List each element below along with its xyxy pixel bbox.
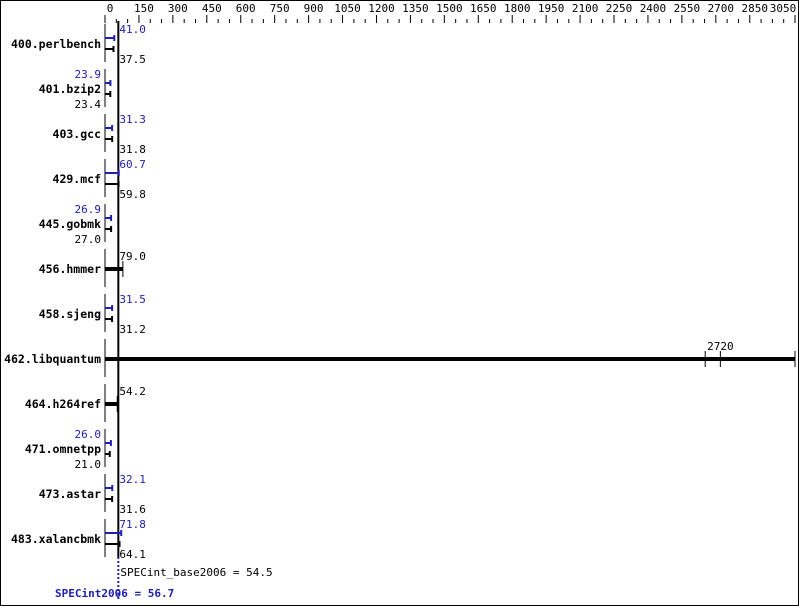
benchmark-label: 403.gcc	[53, 127, 101, 141]
peak-value-label: 71.8	[119, 518, 145, 531]
benchmark-label: 462.libquantum	[4, 352, 101, 366]
base-bar	[105, 402, 118, 406]
peak-value-label: 31.5	[119, 293, 145, 306]
x-tick-label: 1650	[470, 2, 497, 15]
benchmark-label: 473.astar	[39, 487, 101, 501]
peak-value-label: 32.1	[119, 473, 145, 486]
x-tick-label: 1050	[334, 2, 361, 15]
base-value-label: 59.8	[119, 188, 145, 201]
x-tick-label: 750	[270, 2, 290, 15]
x-tick-label: 600	[236, 2, 256, 15]
x-tick-label: 300	[168, 2, 188, 15]
base-value-label: 64.1	[119, 548, 145, 561]
base-value-label: 2720	[707, 340, 734, 353]
base-value-label: 37.5	[119, 53, 145, 66]
x-tick-label: 900	[304, 2, 324, 15]
x-tick-label: 1950	[538, 2, 565, 15]
x-tick-label: 1800	[504, 2, 531, 15]
base-summary-label: SPECint_base2006 = 54.5	[120, 566, 272, 579]
x-tick-label: 150	[134, 2, 154, 15]
base-value-label: 31.6	[119, 503, 145, 516]
benchmark-label: 400.perlbench	[11, 37, 101, 51]
x-tick-label: 2100	[572, 2, 599, 15]
benchmark-label: 445.gobmk	[39, 217, 101, 231]
peak-value-label: 41.0	[119, 23, 145, 36]
x-tick-label: 0	[107, 2, 114, 15]
benchmark-label: 401.bzip2	[39, 82, 101, 96]
x-tick-label: 2550	[674, 2, 701, 15]
base-value-label: 23.4	[75, 98, 102, 111]
x-tick-label: 1200	[368, 2, 395, 15]
peak-value-label: 31.3	[119, 113, 145, 126]
x-tick-label: 1350	[402, 2, 429, 15]
x-tick-label: 2400	[640, 2, 667, 15]
benchmark-label: 471.omnetpp	[25, 442, 101, 456]
base-value-label: 79.0	[119, 250, 145, 263]
x-tick-label: 1500	[436, 2, 463, 15]
base-value-label: 27.0	[75, 233, 102, 246]
peak-value-label: 26.0	[75, 428, 102, 441]
base-value-label: 31.8	[119, 143, 145, 156]
base-value-label: 54.2	[119, 385, 145, 398]
x-tick-label: 2250	[606, 2, 633, 15]
peak-value-label: 60.7	[119, 158, 145, 171]
base-bar	[105, 357, 721, 361]
base-bar	[105, 267, 123, 271]
benchmark-label: 464.h264ref	[25, 397, 101, 411]
benchmark-label: 456.hmmer	[39, 262, 101, 276]
x-tick-label: 450	[202, 2, 222, 15]
base-bar-extension	[720, 357, 795, 361]
peak-value-label: 23.9	[75, 68, 102, 81]
benchmark-label: 458.sjeng	[39, 307, 101, 321]
benchmark-label: 429.mcf	[53, 172, 102, 186]
x-tick-label: 2850	[742, 2, 769, 15]
base-value-label: 21.0	[75, 458, 102, 471]
peak-summary-label: SPECint2006 = 56.7	[55, 587, 174, 600]
x-tick-label: 2700	[708, 2, 735, 15]
peak-value-label: 26.9	[75, 203, 102, 216]
benchmark-label: 483.xalancbmk	[11, 532, 101, 546]
base-value-label: 31.2	[119, 323, 145, 336]
x-tick-label: 3050	[770, 2, 797, 15]
